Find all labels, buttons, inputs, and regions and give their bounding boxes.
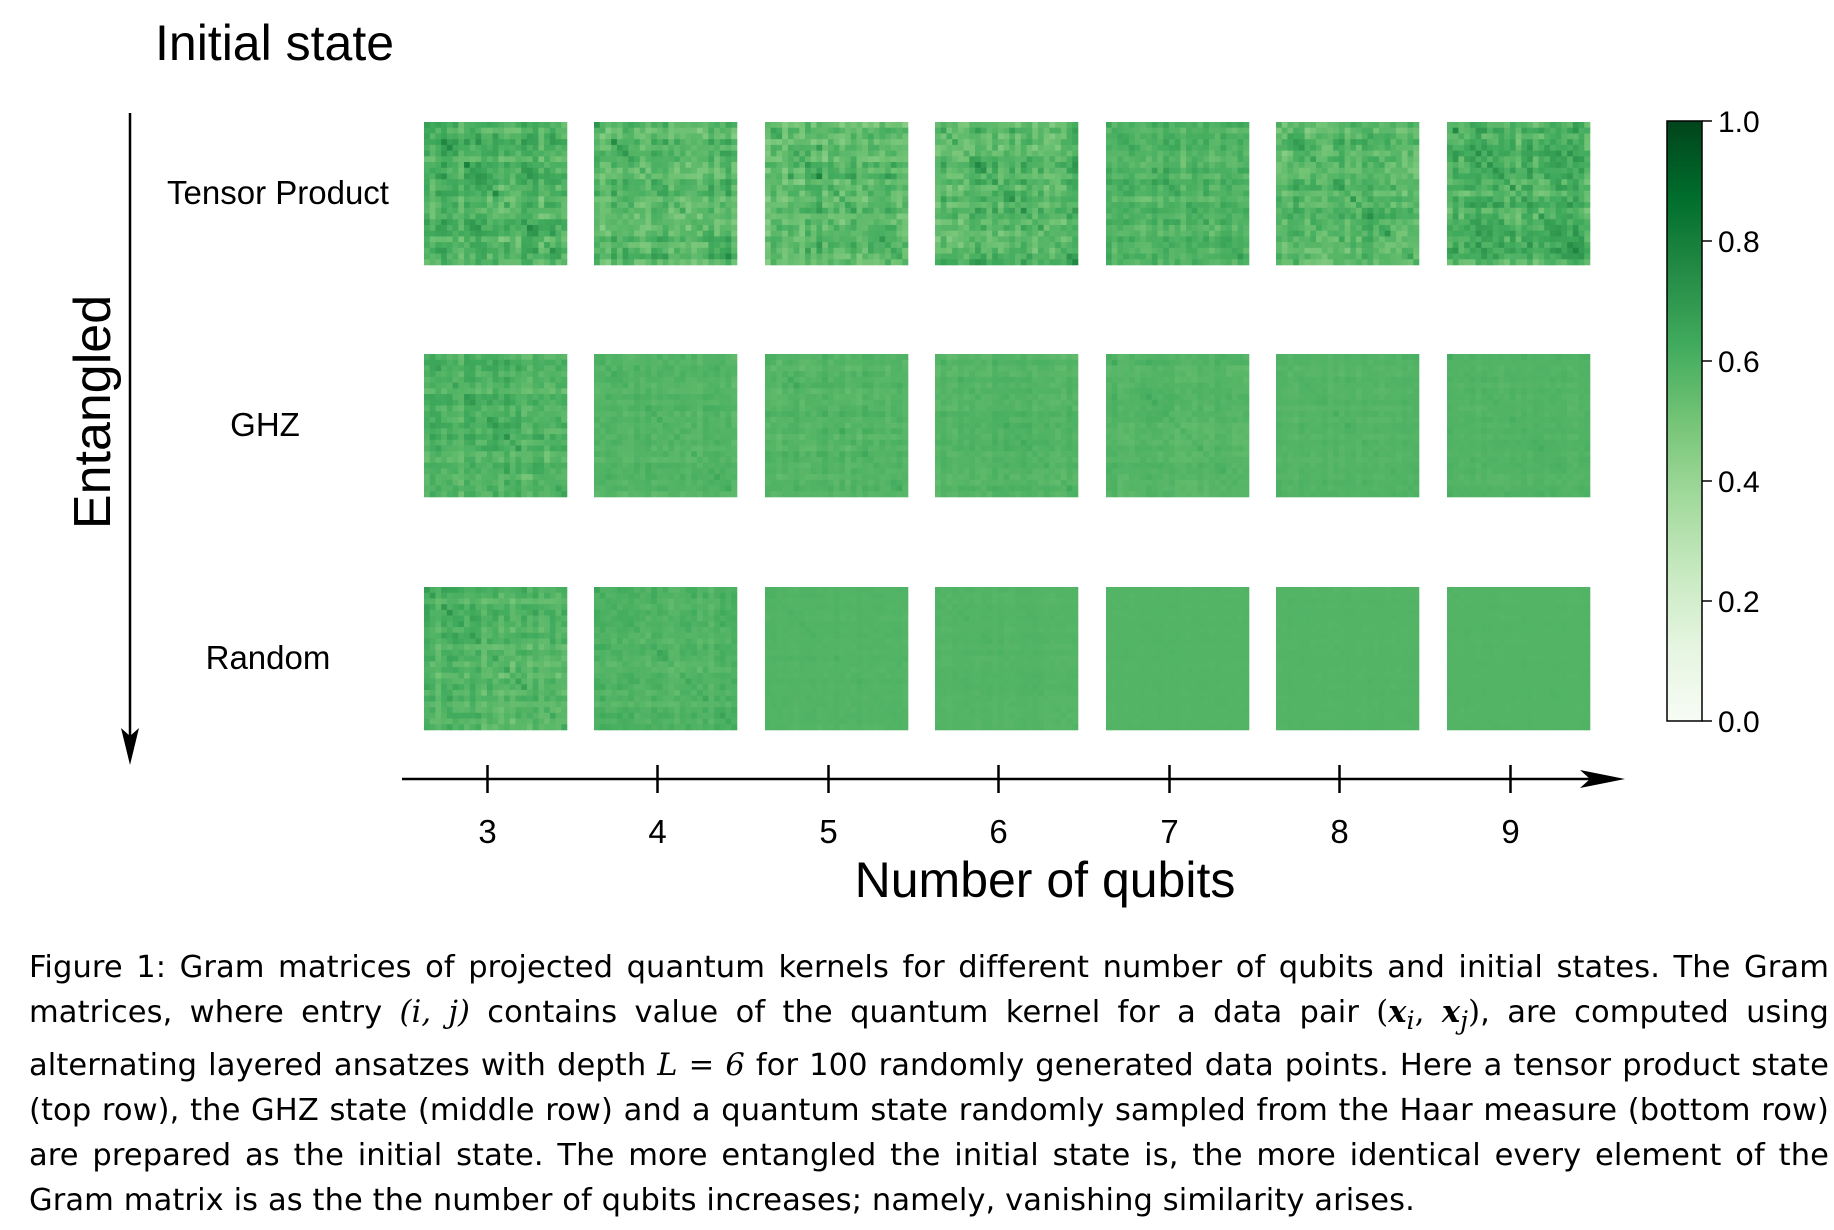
- qubit-axis-arrowhead: [1580, 770, 1625, 788]
- colorbar-tick-label: 0.2: [1718, 586, 1760, 619]
- gram-matrix-random-7-qubits: [1106, 587, 1250, 731]
- colorbar-tick-label: 0.4: [1718, 466, 1760, 499]
- caption-math-ij: (i, j): [399, 995, 471, 1030]
- gram-matrix-tensor-product-6-qubits: [935, 122, 1079, 266]
- gram-matrix-ghz-5-qubits: [765, 354, 909, 498]
- gram-matrix-random-3-qubits: [424, 587, 568, 731]
- caption-sentence-2: contains value of the quantum kernel for…: [470, 995, 1377, 1030]
- caption-sentence-3: , are computed using alternating layered…: [29, 995, 1829, 1084]
- gram-matrix-ghz-7-qubits: [1106, 354, 1250, 498]
- caption-sentence-1: Gram matrices of projected quantum kerne…: [29, 950, 1830, 1030]
- gram-matrix-figure: Initial state Entangled Tensor Product G…: [64, 15, 1760, 908]
- caption-sentence-4: for 100 randomly generated data points. …: [29, 1048, 1829, 1219]
- x-ticks: 3 4 5 6 7 8 9: [478, 765, 1520, 850]
- gram-matrix-random-6-qubits: [935, 587, 1079, 731]
- gram-matrix-random-9-qubits: [1447, 587, 1591, 731]
- gram-matrix-ghz-3-qubits: [424, 354, 568, 498]
- gram-matrix-tensor-product-7-qubits: [1106, 122, 1250, 266]
- x-tick-label: 6: [989, 813, 1007, 850]
- colorbar-tick-label: 0.8: [1718, 226, 1760, 259]
- colorbar-ticks: 0.0 0.2 0.4 0.6 0.8 1.0: [1702, 106, 1760, 739]
- gram-matrix-tensor-product-9-qubits: [1447, 122, 1591, 266]
- entangled-arrowhead: [121, 728, 139, 765]
- caption-label: Figure 1:: [29, 950, 167, 985]
- caption-math-close: ): [1468, 995, 1481, 1030]
- x-axis-label: Number of qubits: [855, 852, 1236, 908]
- gram-matrix-random-4-qubits: [594, 587, 738, 731]
- row-label-ghz: GHZ: [230, 406, 300, 443]
- x-tick-label: 7: [1160, 813, 1178, 850]
- figure-title: Initial state: [155, 15, 394, 71]
- colorbar-tick-label: 1.0: [1718, 106, 1760, 139]
- colorbar: [1666, 120, 1703, 722]
- caption-math-depth: L = 6: [657, 1048, 745, 1084]
- x-tick-label: 9: [1501, 813, 1519, 850]
- row-label-random: Random: [206, 639, 331, 676]
- gram-matrix-random-5-qubits: [765, 587, 909, 731]
- gram-matrix-ghz-9-qubits: [1447, 354, 1591, 498]
- caption-math-xj-sub: j: [1460, 1005, 1469, 1036]
- x-tick-label: 8: [1330, 813, 1348, 850]
- caption-math-xi-sub: i: [1406, 1005, 1415, 1036]
- gram-matrix-tensor-product-3-qubits: [424, 122, 568, 266]
- gram-matrix-ghz-4-qubits: [594, 354, 738, 498]
- gram-matrix-tensor-product-4-qubits: [594, 122, 738, 266]
- caption-math-xi: x: [1388, 994, 1407, 1030]
- gram-matrix-tensor-product-8-qubits: [1276, 122, 1420, 266]
- gram-matrix-random-8-qubits: [1276, 587, 1420, 731]
- caption-math-sep: ,: [1414, 995, 1442, 1030]
- x-tick-label: 3: [478, 813, 496, 850]
- figure-caption: Figure 1: Gram matrices of projected qua…: [29, 945, 1829, 1223]
- gram-matrix-ghz-8-qubits: [1276, 354, 1420, 498]
- x-tick-label: 5: [819, 813, 837, 850]
- y-axis-label: Entangled: [64, 295, 122, 529]
- gram-matrix-tensor-product-5-qubits: [765, 122, 909, 266]
- caption-math-xj: x: [1441, 994, 1461, 1030]
- colorbar-tick-label: 0.6: [1718, 346, 1760, 379]
- row-label-tensor-product: Tensor Product: [167, 174, 389, 211]
- gram-matrix-grid: [424, 122, 1591, 731]
- caption-math-open: (: [1376, 995, 1389, 1030]
- gram-matrix-ghz-6-qubits: [935, 354, 1079, 498]
- x-tick-label: 4: [648, 813, 666, 850]
- colorbar-tick-label: 0.0: [1718, 706, 1760, 739]
